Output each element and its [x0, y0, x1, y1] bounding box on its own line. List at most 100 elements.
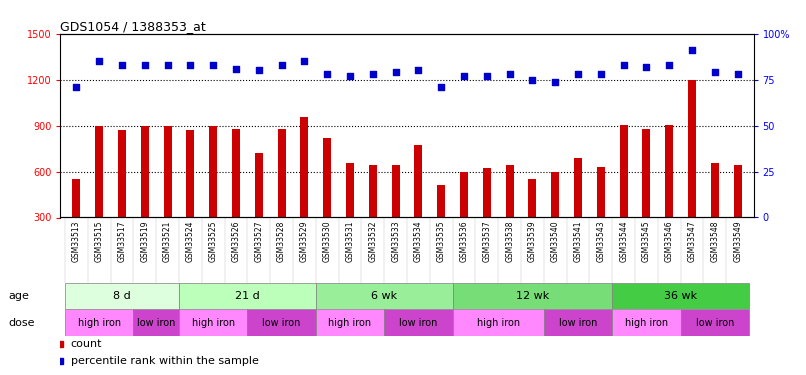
Bar [453, 309, 544, 336]
Point [640, 64, 653, 70]
Bar [179, 283, 316, 309]
Text: GSM33546: GSM33546 [665, 221, 674, 262]
Bar [453, 283, 613, 309]
Bar [186, 130, 194, 263]
Text: age: age [8, 291, 29, 301]
Point [617, 62, 630, 68]
Bar [574, 158, 582, 263]
Point [207, 62, 220, 68]
Text: GSM33530: GSM33530 [322, 221, 332, 262]
Point [526, 76, 539, 82]
Text: GSM33531: GSM33531 [346, 221, 355, 262]
Text: GSM33545: GSM33545 [642, 221, 651, 262]
Text: GSM33547: GSM33547 [688, 221, 696, 262]
Point [252, 68, 265, 74]
Text: 12 wk: 12 wk [516, 291, 549, 301]
Text: GSM33543: GSM33543 [596, 221, 605, 262]
Bar [384, 309, 453, 336]
Point [663, 62, 675, 68]
Text: GSM33541: GSM33541 [574, 221, 583, 262]
Point [708, 69, 721, 75]
Bar [301, 117, 309, 263]
Text: high iron: high iron [192, 318, 235, 327]
Bar [597, 167, 604, 263]
Bar [529, 179, 537, 263]
Bar [277, 129, 285, 263]
Point [458, 73, 471, 79]
Text: GSM33526: GSM33526 [231, 221, 240, 262]
Bar [733, 165, 742, 263]
Bar [323, 138, 331, 263]
Text: GSM33538: GSM33538 [505, 221, 514, 262]
Bar [179, 309, 247, 336]
Point [184, 62, 197, 68]
Bar [316, 309, 384, 336]
Bar [505, 165, 513, 263]
Bar [688, 80, 696, 263]
Text: high iron: high iron [77, 318, 121, 327]
Bar [118, 130, 126, 263]
Point [503, 71, 516, 77]
Point [594, 71, 607, 77]
Text: GSM33534: GSM33534 [414, 221, 423, 262]
Text: GSM33535: GSM33535 [437, 221, 446, 262]
Point [321, 71, 334, 77]
Text: 21 d: 21 d [235, 291, 260, 301]
Bar [346, 163, 354, 263]
Text: GSM33515: GSM33515 [95, 221, 104, 262]
Point [434, 84, 447, 90]
Point [161, 62, 174, 68]
Bar [483, 168, 491, 263]
Bar [620, 125, 628, 263]
Point [480, 73, 493, 79]
Bar [210, 126, 217, 263]
Point [230, 66, 243, 72]
Text: GSM33549: GSM33549 [733, 221, 742, 262]
Point [139, 62, 152, 68]
Text: low iron: low iron [137, 318, 176, 327]
Point [275, 62, 288, 68]
Bar [665, 125, 673, 263]
Bar [73, 179, 81, 263]
Text: 8 d: 8 d [113, 291, 131, 301]
Bar [95, 126, 103, 263]
Bar [437, 185, 445, 263]
Text: GSM33536: GSM33536 [459, 221, 468, 262]
Point [367, 71, 380, 77]
Text: 36 wk: 36 wk [664, 291, 697, 301]
Text: GSM33532: GSM33532 [368, 221, 377, 262]
Bar [369, 165, 377, 263]
Point [298, 58, 311, 64]
Bar [711, 163, 719, 263]
Text: GSM33528: GSM33528 [277, 221, 286, 262]
Text: low iron: low iron [263, 318, 301, 327]
Text: GSM33529: GSM33529 [300, 221, 309, 262]
Text: count: count [71, 339, 102, 349]
Bar [65, 309, 134, 336]
Text: GSM33533: GSM33533 [391, 221, 400, 262]
Bar [613, 309, 680, 336]
Point [343, 73, 356, 79]
Point [70, 84, 83, 90]
Bar [232, 129, 240, 263]
Point [389, 69, 402, 75]
Point [571, 71, 584, 77]
Text: GSM33513: GSM33513 [72, 221, 81, 262]
Text: GSM33548: GSM33548 [710, 221, 719, 262]
Bar [642, 129, 650, 263]
Bar [551, 171, 559, 263]
Text: GSM33521: GSM33521 [163, 221, 172, 262]
Text: GDS1054 / 1388353_at: GDS1054 / 1388353_at [60, 20, 206, 33]
Point [115, 62, 128, 68]
Text: low iron: low iron [399, 318, 438, 327]
Text: GSM33544: GSM33544 [619, 221, 628, 262]
Bar [65, 283, 179, 309]
Text: low iron: low iron [559, 318, 597, 327]
Bar [141, 126, 149, 263]
Bar [460, 171, 468, 263]
Text: GSM33537: GSM33537 [482, 221, 492, 262]
Bar [680, 309, 749, 336]
Bar [544, 309, 613, 336]
Point [93, 58, 106, 64]
Bar [134, 309, 179, 336]
